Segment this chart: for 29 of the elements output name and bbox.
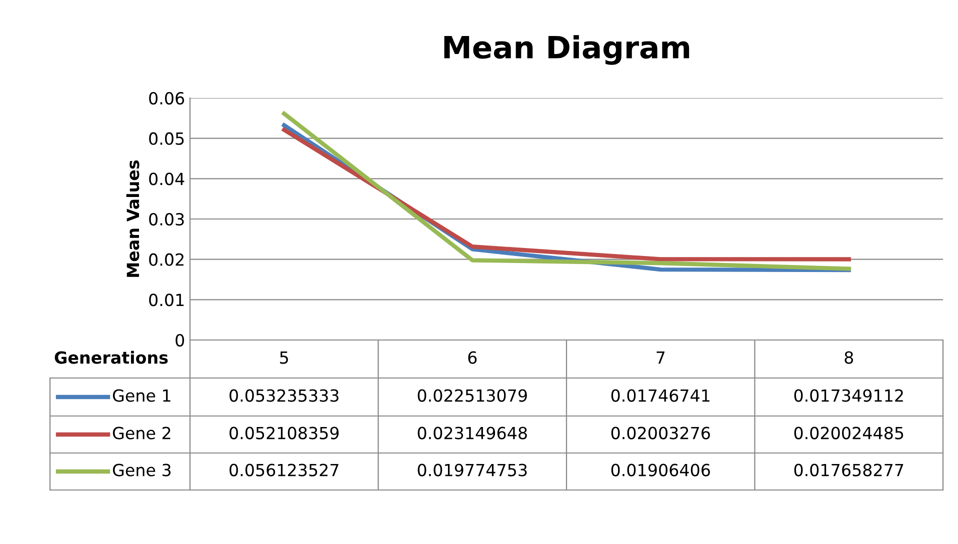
y-tick-label: 0.05 [149,132,184,145]
y-tick-label: 0.04 [149,172,184,186]
x-tick-label: 5 [280,351,288,364]
data-label: 0.01746741 [611,389,710,402]
data-label: 0.019774753 [418,464,527,476]
data-label: 0.023149648 [418,426,527,440]
x-tick-label: 7 [656,351,665,364]
y-tick-label: 0.01 [149,294,184,306]
data-label: 0.017658277 [794,464,904,476]
data-label: 0.056123527 [230,464,338,476]
data-label: 0.052108359 [230,426,339,440]
legend-label: Gene 3 [112,464,171,476]
legend-label: Gene 2 [112,426,170,440]
x-axis-title: Generations [54,350,168,364]
y-tick-label: 0.06 [149,92,184,105]
y-tick-label: 0.03 [149,212,184,226]
y-tick-label: 0.02 [149,253,184,266]
data-label: 0.022513079 [418,389,527,402]
chart-title: Mean Diagram [444,35,690,65]
data-label: 0.020024485 [794,426,904,440]
data-label: 0.017349112 [794,389,903,402]
legend-label: Gene 1 [112,389,170,402]
x-tick-label: 6 [468,351,477,364]
y-tick-label: 0 [176,334,184,347]
x-tick-label: 8 [844,351,854,364]
y-axis-title: Mean Values [126,160,140,277]
data-label: 0.01906406 [611,464,710,476]
data-label: 0.053235333 [230,389,338,402]
data-label: 0.02003276 [611,426,710,440]
